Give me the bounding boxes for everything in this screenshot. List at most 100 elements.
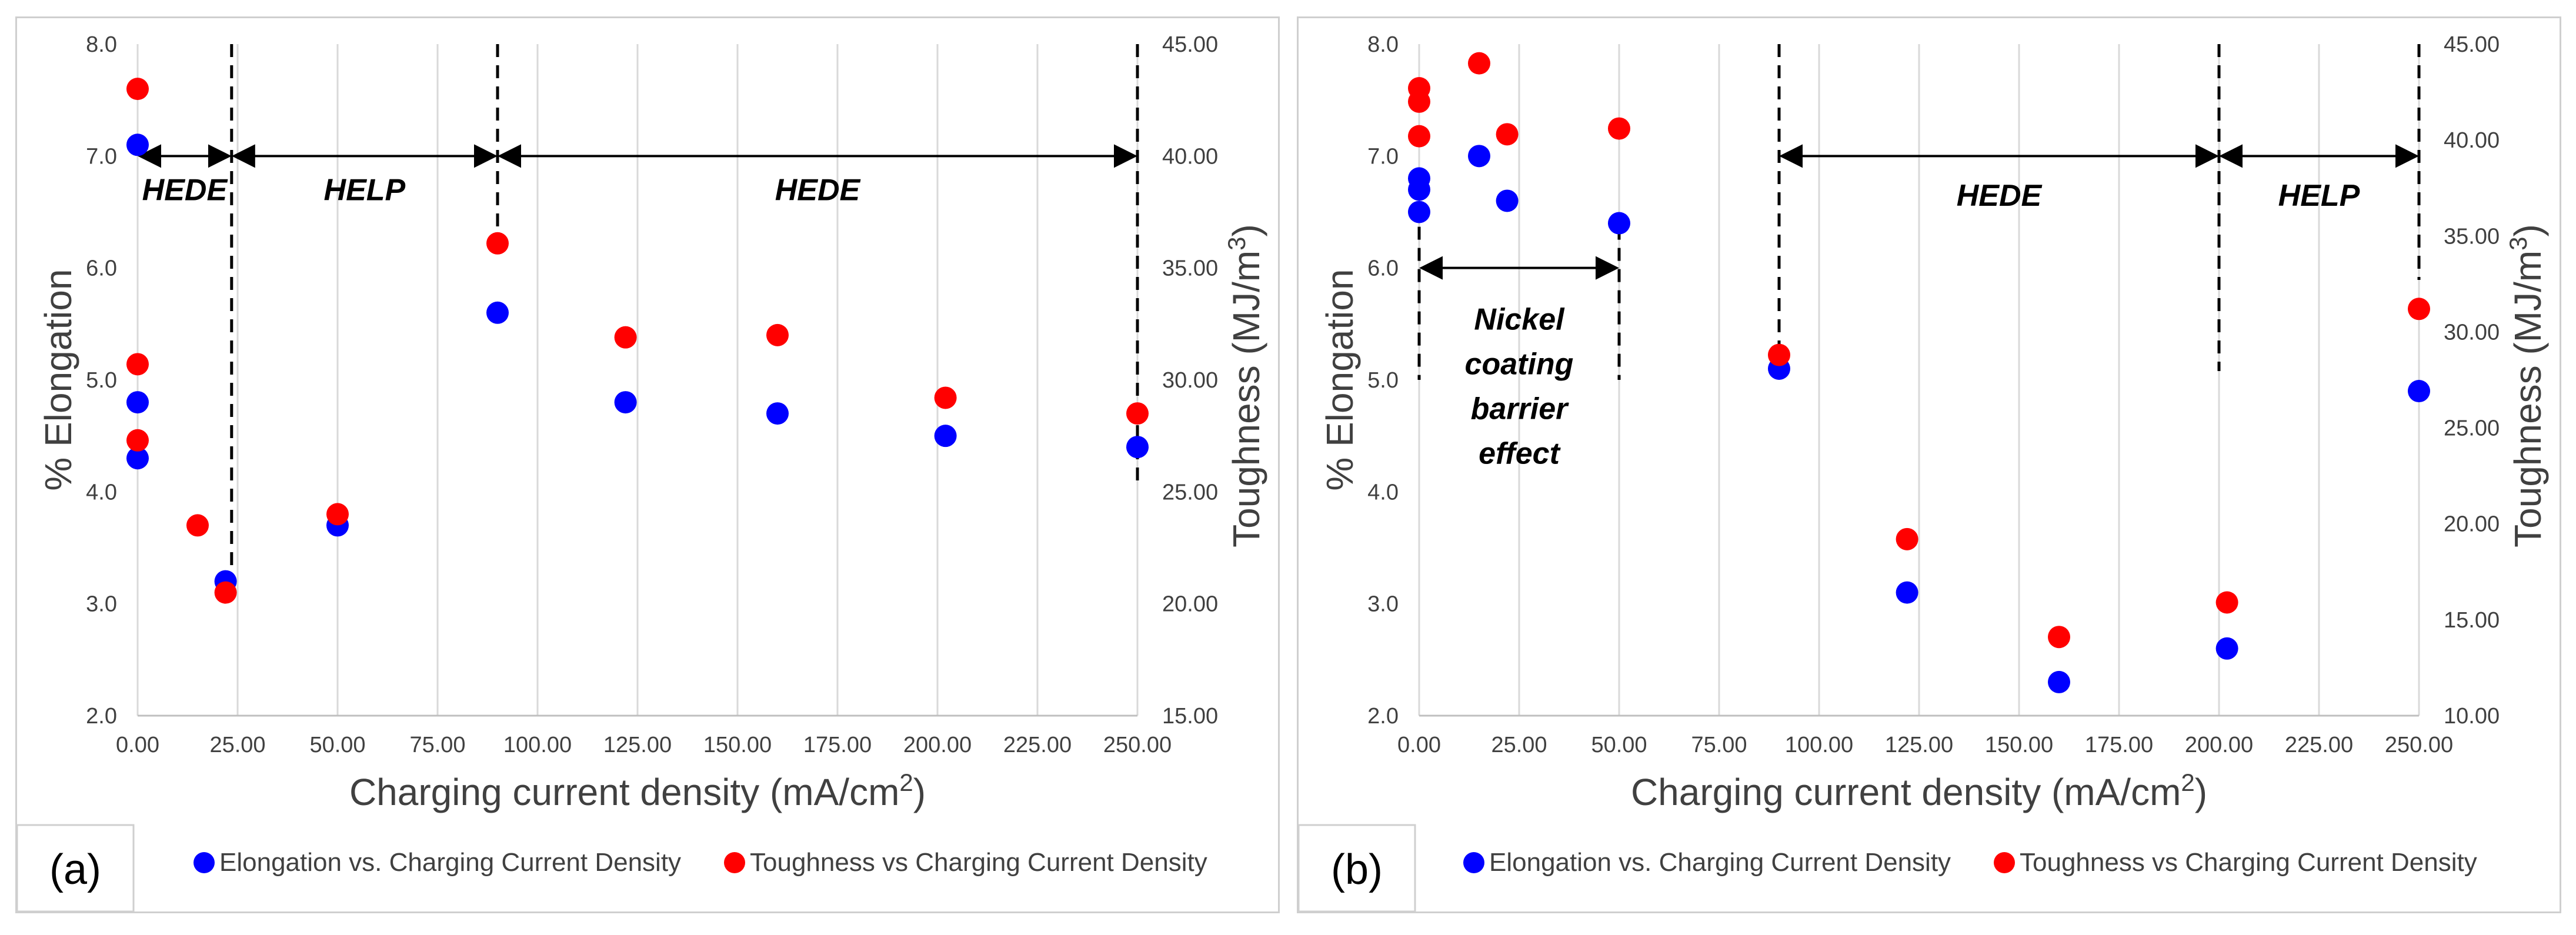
- x-tick-label: 200.00: [903, 733, 972, 757]
- elongation-point: [486, 301, 509, 324]
- elongation-point: [126, 391, 149, 414]
- y-left-tick-label: 3.0: [1367, 592, 1399, 617]
- toughness-point: [326, 503, 349, 526]
- y-left-tick-label: 7.0: [1367, 144, 1399, 169]
- y-right-tick-label: 30.00: [2444, 320, 2500, 345]
- toughness-point: [1768, 343, 1790, 366]
- y-left-tick-label: 8.0: [86, 32, 117, 57]
- y-left-tick-label: 6.0: [86, 256, 117, 281]
- x-tick-label: 100.00: [1785, 733, 1853, 757]
- legend-label-toughness: Toughness vs Charging Current Density: [750, 848, 1207, 877]
- y-left-tick-label: 5.0: [86, 368, 117, 393]
- toughness-point: [614, 326, 637, 349]
- y-left-tick-label: 8.0: [1367, 32, 1399, 57]
- region-label: HEDE: [142, 173, 228, 207]
- x-tick-label: 175.00: [803, 733, 872, 757]
- elongation-point: [1408, 178, 1430, 201]
- legend-label-elongation: Elongation vs. Charging Current Density: [219, 848, 681, 877]
- x-tick-label: 0.00: [1397, 733, 1441, 757]
- y-right-tick-label: 45.00: [2444, 32, 2500, 57]
- elongation-point: [614, 391, 637, 414]
- x-tick-label: 25.00: [1491, 733, 1547, 757]
- y-right-tick-label: 40.00: [1162, 144, 1218, 169]
- legend-label-elongation: Elongation vs. Charging Current Density: [1489, 848, 1951, 877]
- x-tick-label: 50.00: [309, 733, 365, 757]
- y-right-tick-label: 20.00: [2444, 512, 2500, 537]
- legend-label-toughness: Toughness vs Charging Current Density: [2020, 848, 2477, 877]
- x-tick-label: 125.00: [1885, 733, 1953, 757]
- x-tick-label: 50.00: [1591, 733, 1647, 757]
- y-left-tick-label: 6.0: [1367, 256, 1399, 281]
- y-right-tick-label: 25.00: [1162, 480, 1218, 505]
- y-right-tick-label: 35.00: [1162, 256, 1218, 281]
- nickel-label-line: effect: [1479, 437, 1561, 471]
- y-right-tick-label: 40.00: [2444, 128, 2500, 153]
- y-right-tick-label: 30.00: [1162, 368, 1218, 393]
- panel-label: (a): [49, 846, 101, 893]
- elongation-point: [1496, 189, 1519, 212]
- x-tick-label: 150.00: [703, 733, 772, 757]
- chart-b-svg: 0.00 25.00 50.00 75.00 100.00 125.00 150.00 175…: [1299, 32, 2549, 911]
- x-tick-label: 250.00: [1103, 733, 1172, 757]
- region-label: HELP: [324, 173, 406, 207]
- elongation-point: [1408, 201, 1430, 223]
- elongation-point: [2215, 637, 2238, 660]
- y-right-tick-label: 15.00: [1162, 704, 1218, 729]
- y-left-tick-label: 3.0: [86, 592, 117, 617]
- toughness-point: [214, 581, 237, 604]
- y-left-axis-title: % Elongation: [37, 269, 79, 490]
- nickel-label-line: Nickel: [1474, 303, 1565, 337]
- chart-panel-b: 0.00 25.00 50.00 75.00 100.00 125.00 150.00 175…: [1297, 16, 2561, 913]
- panel-label: (b): [1331, 846, 1383, 893]
- toughness-point: [126, 353, 149, 376]
- y-right-tick-label: 15.00: [2444, 608, 2500, 633]
- x-tick-label: 150.00: [1985, 733, 2053, 757]
- elongation-point: [1608, 212, 1630, 235]
- legend-marker-elongation: [193, 852, 215, 873]
- toughness-point: [126, 429, 149, 452]
- y-left-tick-label: 5.0: [1367, 368, 1399, 393]
- elongation-point: [934, 425, 957, 448]
- x-tick-label: 75.00: [409, 733, 465, 757]
- x-tick-label: 25.00: [209, 733, 265, 757]
- toughness-point: [1896, 527, 1918, 550]
- x-tick-label: 75.00: [1691, 733, 1747, 757]
- toughness-point: [486, 232, 509, 255]
- toughness-point: [1496, 123, 1519, 146]
- x-tick-label: 200.00: [2185, 733, 2253, 757]
- y-right-tick-label: 25.00: [2444, 416, 2500, 441]
- toughness-point: [2048, 626, 2070, 649]
- y-right-tick-label: 45.00: [1162, 32, 1218, 57]
- nickel-label-line: coating: [1465, 348, 1574, 382]
- chart-a-svg: 0.00 25.00 50.00 75.00 100.00 125.00 150.00 175…: [17, 32, 1267, 911]
- toughness-point: [1408, 90, 1430, 113]
- nickel-label-line: barrier: [1471, 392, 1570, 426]
- x-tick-label: 125.00: [603, 733, 672, 757]
- toughness-point: [126, 78, 149, 101]
- region-label: HELP: [2278, 179, 2360, 213]
- toughness-point: [766, 323, 789, 346]
- y-left-tick-label: 4.0: [1367, 480, 1399, 505]
- y-right-tick-label: 35.00: [2444, 224, 2500, 249]
- elongation-point: [766, 402, 789, 425]
- elongation-point: [126, 447, 149, 470]
- y-left-tick-label: 2.0: [86, 704, 117, 729]
- elongation-point: [1126, 436, 1149, 459]
- toughness-point: [1126, 402, 1149, 425]
- x-tick-label: 225.00: [2285, 733, 2353, 757]
- toughness-point: [186, 514, 209, 537]
- y-right-tick-label: 20.00: [1162, 592, 1218, 617]
- y-right-tick-label: 10.00: [2444, 704, 2500, 729]
- toughness-point: [2215, 591, 2238, 614]
- y-left-tick-label: 2.0: [1367, 704, 1399, 729]
- toughness-point: [2408, 298, 2430, 320]
- chart-panel-a: 0.00 25.00 50.00 75.00 100.00 125.00 150.00 175…: [15, 16, 1280, 913]
- toughness-point: [934, 386, 957, 409]
- x-axis-title: Charging current density (mA/cm2): [1631, 769, 2207, 813]
- x-tick-label: 175.00: [2085, 733, 2153, 757]
- x-axis-title: Charging current density (mA/cm2): [349, 769, 926, 813]
- x-tick-label: 0.00: [116, 733, 159, 757]
- panel-label-box: [17, 824, 135, 911]
- toughness-point: [1468, 52, 1490, 75]
- legend-marker-toughness: [724, 852, 745, 873]
